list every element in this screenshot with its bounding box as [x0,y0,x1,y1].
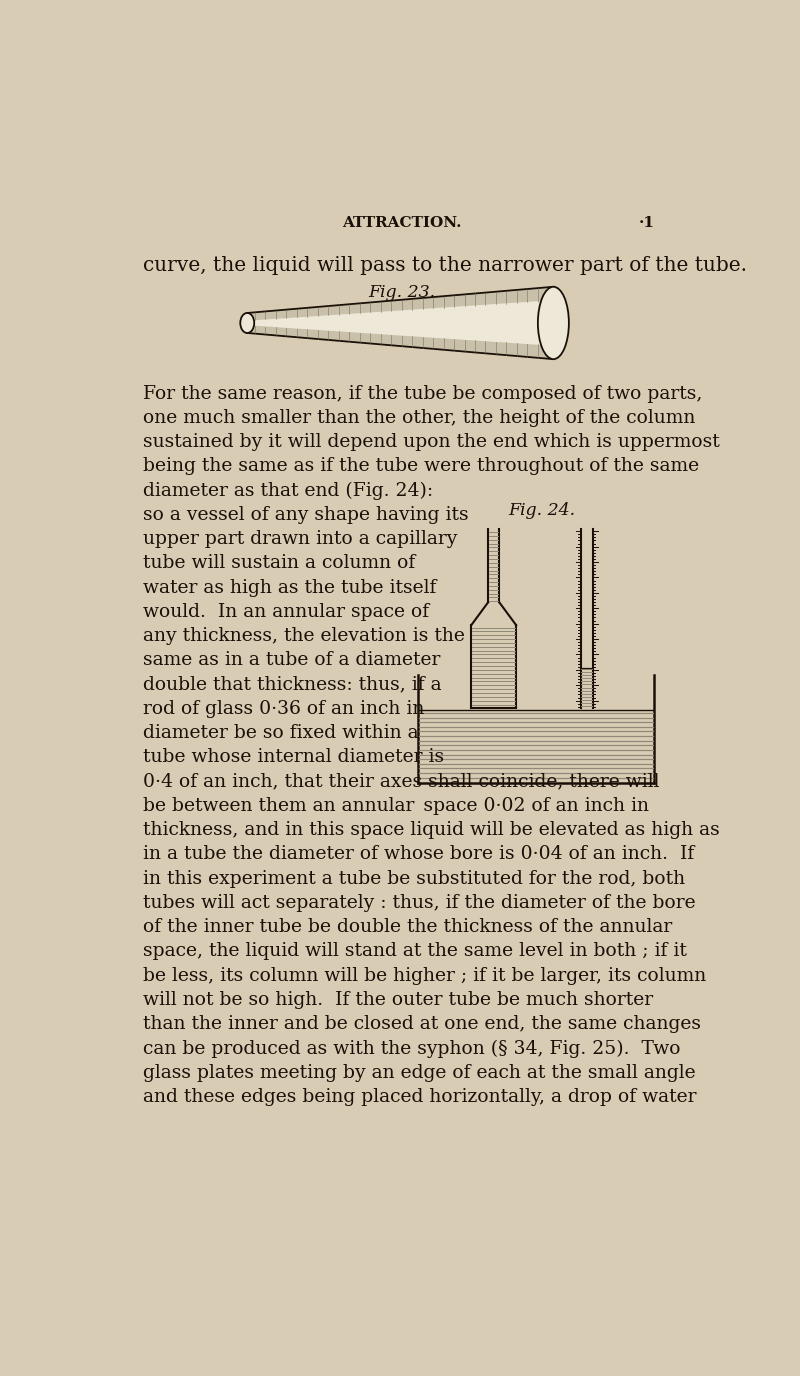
Text: diameter be so fixed within a: diameter be so fixed within a [142,724,418,742]
Text: double that thickness: thus, if a: double that thickness: thus, if a [142,676,442,694]
Text: water as high as the tube itself: water as high as the tube itself [142,579,436,597]
Text: Fig. 23.: Fig. 23. [369,285,436,301]
Text: rod of glass 0·36 of an inch in: rod of glass 0·36 of an inch in [142,700,424,718]
Text: be less, its column will be higher ; if it be larger, its column: be less, its column will be higher ; if … [142,967,706,985]
Text: be between them an annular  space 0·02 of an inch in: be between them an annular space 0·02 of… [142,797,649,815]
Text: Fig. 24.: Fig. 24. [508,502,575,519]
Text: tube will sustain a column of: tube will sustain a column of [142,555,415,572]
Text: sustained by it will depend upon the end which is uppermost: sustained by it will depend upon the end… [142,433,719,451]
Text: tube whose internal diameter is: tube whose internal diameter is [142,749,444,766]
Text: will not be so high.  If the outer tube be much shorter: will not be so high. If the outer tube b… [142,991,653,1009]
Ellipse shape [538,286,569,359]
Text: can be produced as with the syphon (§ 34, Fig. 25).  Two: can be produced as with the syphon (§ 34… [142,1039,680,1058]
Text: one much smaller than the other, the height of the column: one much smaller than the other, the hei… [142,409,695,427]
Text: ·1: ·1 [638,216,654,230]
Text: tubes will act separately : thus, if the diameter of the bore: tubes will act separately : thus, if the… [142,894,695,912]
Text: in this experiment a tube be substituted for the rod, both: in this experiment a tube be substituted… [142,870,685,888]
Text: of the inner tube be double the thickness of the annular: of the inner tube be double the thicknes… [142,918,672,936]
Text: upper part drawn into a capillary: upper part drawn into a capillary [142,530,457,548]
Text: space, the liquid will stand at the same level in both ; if it: space, the liquid will stand at the same… [142,943,686,960]
Text: thickness, and in this space liquid will be elevated as high as: thickness, and in this space liquid will… [142,821,719,839]
Text: being the same as if the tube were throughout of the same: being the same as if the tube were throu… [142,457,698,475]
Text: so a vessel of any shape having its: so a vessel of any shape having its [142,506,468,524]
Polygon shape [247,286,554,359]
Text: 0·4 of an inch, that their axes shall coincide, there will: 0·4 of an inch, that their axes shall co… [142,773,659,791]
Text: any thickness, the elevation is the: any thickness, the elevation is the [142,627,465,645]
Text: For the same reason, if the tube be composed of two parts,: For the same reason, if the tube be comp… [142,384,702,403]
Ellipse shape [240,312,254,333]
Text: and these edges being placed horizontally, a drop of water: and these edges being placed horizontall… [142,1088,696,1106]
Text: than the inner and be closed at one end, the same changes: than the inner and be closed at one end,… [142,1015,701,1033]
Text: diameter as that end (Fig. 24):: diameter as that end (Fig. 24): [142,482,433,499]
Text: ATTRACTION.: ATTRACTION. [342,216,462,230]
Text: curve, the liquid will pass to the narrower part of the tube.: curve, the liquid will pass to the narro… [142,256,746,275]
Polygon shape [251,300,547,345]
Text: glass plates meeting by an edge of each at the small angle: glass plates meeting by an edge of each … [142,1064,695,1082]
Text: in a tube the diameter of whose bore is 0·04 of an inch.  If: in a tube the diameter of whose bore is … [142,845,694,863]
Text: would.  In an annular space of: would. In an annular space of [142,603,429,621]
Text: same as in a tube of a diameter: same as in a tube of a diameter [142,651,440,669]
